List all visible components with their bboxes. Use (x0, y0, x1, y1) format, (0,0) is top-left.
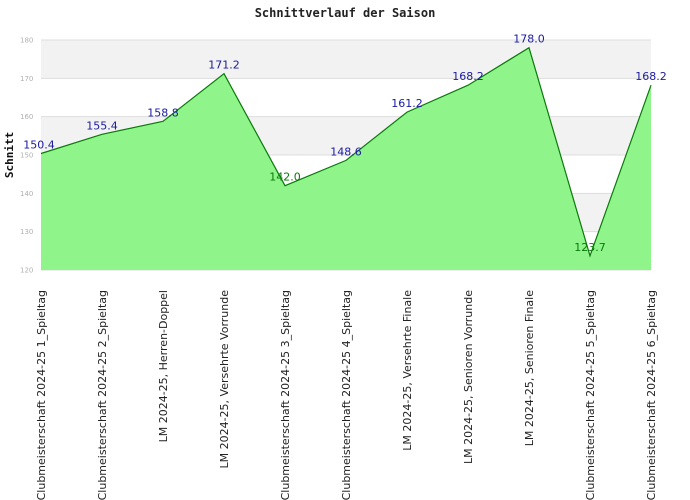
x-tick-label: Clubmeisterschaft 2024-25 3_Spieltag (279, 290, 292, 500)
data-label: 123.7 (574, 241, 606, 254)
y-tick-label: 150 (20, 152, 33, 160)
y-tick-label: 180 (20, 37, 33, 45)
data-label: 168.2 (452, 70, 484, 83)
data-label: 178.0 (513, 33, 545, 46)
x-tick-label: LM 2024-25, Senioren Vorrunde (462, 290, 475, 464)
x-tick-label: Clubmeisterschaft 2024-25 5_Spieltag (584, 290, 597, 500)
data-label: 148.6 (330, 145, 362, 158)
data-label: 161.2 (391, 97, 423, 110)
chart-title: Schnittverlauf der Saison (255, 6, 436, 20)
x-tick-label: Clubmeisterschaft 2024-25 2_Spieltag (96, 290, 109, 500)
y-tick-label: 120 (20, 267, 33, 275)
x-tick-label: Clubmeisterschaft 2024-25 4_Spieltag (340, 290, 353, 500)
x-tick-label: LM 2024-25, Senioren Finale (523, 290, 536, 446)
x-tick-label: LM 2024-25, Herren-Doppel (157, 290, 170, 442)
x-tick-label: LM 2024-25, Versehrte Vorrunde (218, 290, 231, 469)
y-tick-label: 170 (20, 75, 33, 83)
x-tick-label: Clubmeisterschaft 2024-25 1_Spieltag (35, 290, 48, 500)
series-line (40, 46, 652, 258)
y-axis-label: Schnitt (3, 132, 16, 178)
x-tick-label: LM 2024-25, Versehrte Finale (401, 290, 414, 451)
x-tick-label: Clubmeisterschaft 2024-25 6_Spieltag (645, 290, 658, 500)
data-labels: 150.4 155.4 158.8 171.2 142.0 148.6 161.2 168.2… (23, 33, 667, 254)
data-label: 171.2 (208, 59, 240, 72)
y-tick-label: 140 (20, 190, 33, 198)
series-area (41, 47, 651, 271)
data-label: 155.4 (86, 119, 118, 132)
data-label: 158.8 (147, 106, 179, 119)
grid-band (41, 78, 651, 117)
y-tick-label: 130 (20, 228, 33, 236)
data-label: 168.2 (635, 70, 667, 83)
y-tick-label: 160 (20, 113, 33, 121)
data-label: 142.0 (269, 171, 301, 184)
x-axis-ticks: Clubmeisterschaft 2024-25 1_Spieltag Club… (35, 290, 658, 500)
data-label: 150.4 (23, 139, 55, 152)
grid-band (41, 40, 651, 79)
y-axis-ticks: 120 130 140 150 160 170 180 (20, 37, 33, 275)
